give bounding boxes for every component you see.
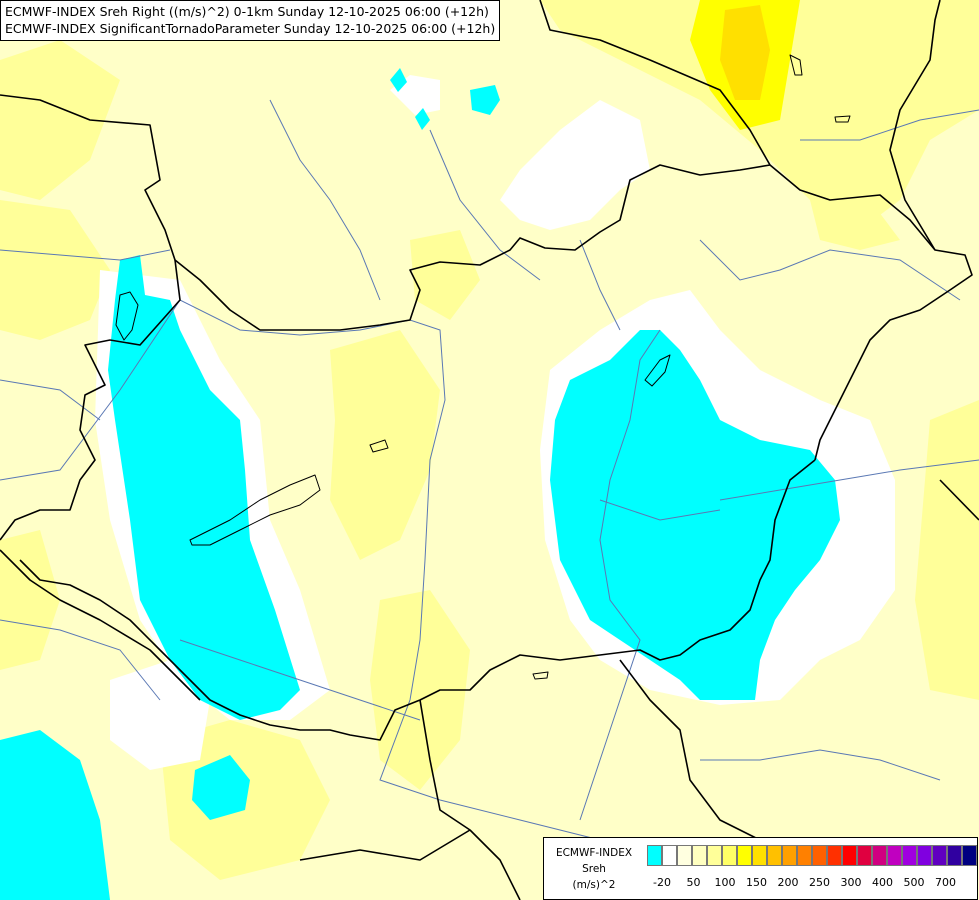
legend-tick: 50 — [686, 876, 701, 889]
legend-swatch — [722, 845, 737, 866]
legend-swatch — [947, 845, 962, 866]
legend-unit: (m/s)^2 — [572, 879, 616, 891]
legend-title: ECMWF-INDEX — [555, 847, 633, 859]
border-north-slovakia — [0, 94, 973, 461]
yellow-area-eastcentral — [810, 200, 900, 250]
map-title-line1: ECMWF-INDEX Sreh Right ((m/s)^2) 0-1km S… — [5, 4, 489, 19]
river-east-1 — [699, 239, 961, 301]
small-lake-south — [532, 671, 549, 680]
river-south-1 — [179, 639, 421, 721]
legend-swatch — [812, 845, 827, 866]
color-legend: ECMWF-INDEX Sreh (m/s)^2 -20 50 100 150 200 2… — [543, 837, 978, 900]
river-tisza — [579, 329, 661, 821]
legend-tick: 700 — [935, 876, 956, 889]
legend-swatch — [827, 845, 842, 866]
river-north-3 — [579, 239, 621, 331]
river-north-2 — [429, 129, 541, 281]
legend-variable: Sreh — [582, 863, 606, 875]
border-west-slovenia — [0, 549, 201, 701]
small-lake-central — [369, 439, 389, 453]
yellow-area-core — [720, 5, 770, 100]
legend-tick: 500 — [903, 876, 925, 889]
cyan-area-north-small — [470, 85, 500, 115]
legend-swatch — [887, 845, 902, 866]
border-serbia — [419, 699, 521, 900]
yellow-area-west — [0, 200, 110, 340]
river-northeast — [800, 109, 979, 141]
map-title-line2: ECMWF-INDEX SignificantTornadoParameter … — [5, 21, 496, 36]
legend-swatch — [752, 845, 767, 866]
border-south-bosnia — [299, 829, 471, 861]
small-lake-east — [644, 354, 671, 387]
legend-swatch — [707, 845, 722, 866]
legend-tick: 250 — [809, 876, 830, 889]
border-hungary-croatia — [19, 559, 421, 741]
river-east-2 — [719, 459, 979, 501]
border-ukraine — [889, 0, 941, 251]
legend-swatch — [872, 845, 887, 866]
lake-balaton — [189, 474, 321, 546]
legend-swatch — [647, 845, 662, 866]
legend-swatch — [962, 845, 977, 866]
yellow-area-central — [330, 330, 440, 560]
yellow-area-northcentral — [410, 230, 480, 320]
cyan-area-south-small — [192, 755, 250, 820]
legend-swatch — [737, 845, 752, 866]
river-east-3 — [599, 499, 721, 521]
legend-tick: 300 — [840, 876, 862, 889]
legend-swatch — [842, 845, 857, 866]
white-area-southwest — [110, 660, 210, 770]
river-north-1 — [269, 99, 381, 301]
border-hungary-austria — [0, 259, 181, 541]
small-lake-northeast-2 — [834, 115, 851, 123]
legend-swatch — [917, 845, 932, 866]
legend-swatch — [662, 845, 677, 866]
cyan-area-north-tiny — [390, 68, 407, 92]
river-south-2 — [700, 749, 941, 781]
legend-tick: 200 — [777, 876, 799, 889]
lake-neusiedl — [115, 291, 139, 341]
legend-swatch — [767, 845, 782, 866]
cyan-fields — [0, 68, 840, 900]
legend-swatch — [677, 845, 692, 866]
river-west-2 — [0, 619, 161, 701]
border-poland — [539, 0, 771, 166]
yellow-area-east — [915, 400, 979, 700]
map-title-box: ECMWF-INDEX Sreh Right ((m/s)^2) 0-1km S… — [0, 0, 501, 41]
legend-tick: 400 — [872, 876, 893, 889]
cyan-area-east — [550, 330, 840, 700]
legend-tick: 100 — [714, 876, 736, 889]
legend-swatch — [782, 845, 797, 866]
cyan-area-west — [108, 255, 300, 720]
border-romania-serbia — [619, 659, 761, 841]
river-northwest — [0, 249, 171, 261]
yellow-area-northwest — [0, 40, 120, 200]
legend-swatch — [932, 845, 947, 866]
border-hungary-romania — [419, 459, 816, 701]
river-west-1 — [0, 379, 101, 421]
legend-swatch — [902, 845, 917, 866]
legend-swatch — [857, 845, 872, 866]
small-lake-northeast — [789, 54, 803, 76]
border-east-romania — [939, 479, 979, 521]
legend-tick: -20 — [653, 876, 671, 889]
legend-swatches — [647, 845, 977, 866]
cyan-area-north-dot — [415, 108, 430, 130]
cyan-area-southwest — [0, 730, 110, 900]
white-area-north — [500, 100, 650, 230]
legend-tick: 150 — [746, 876, 767, 889]
legend-swatch — [692, 845, 707, 866]
legend-swatch — [797, 845, 812, 866]
